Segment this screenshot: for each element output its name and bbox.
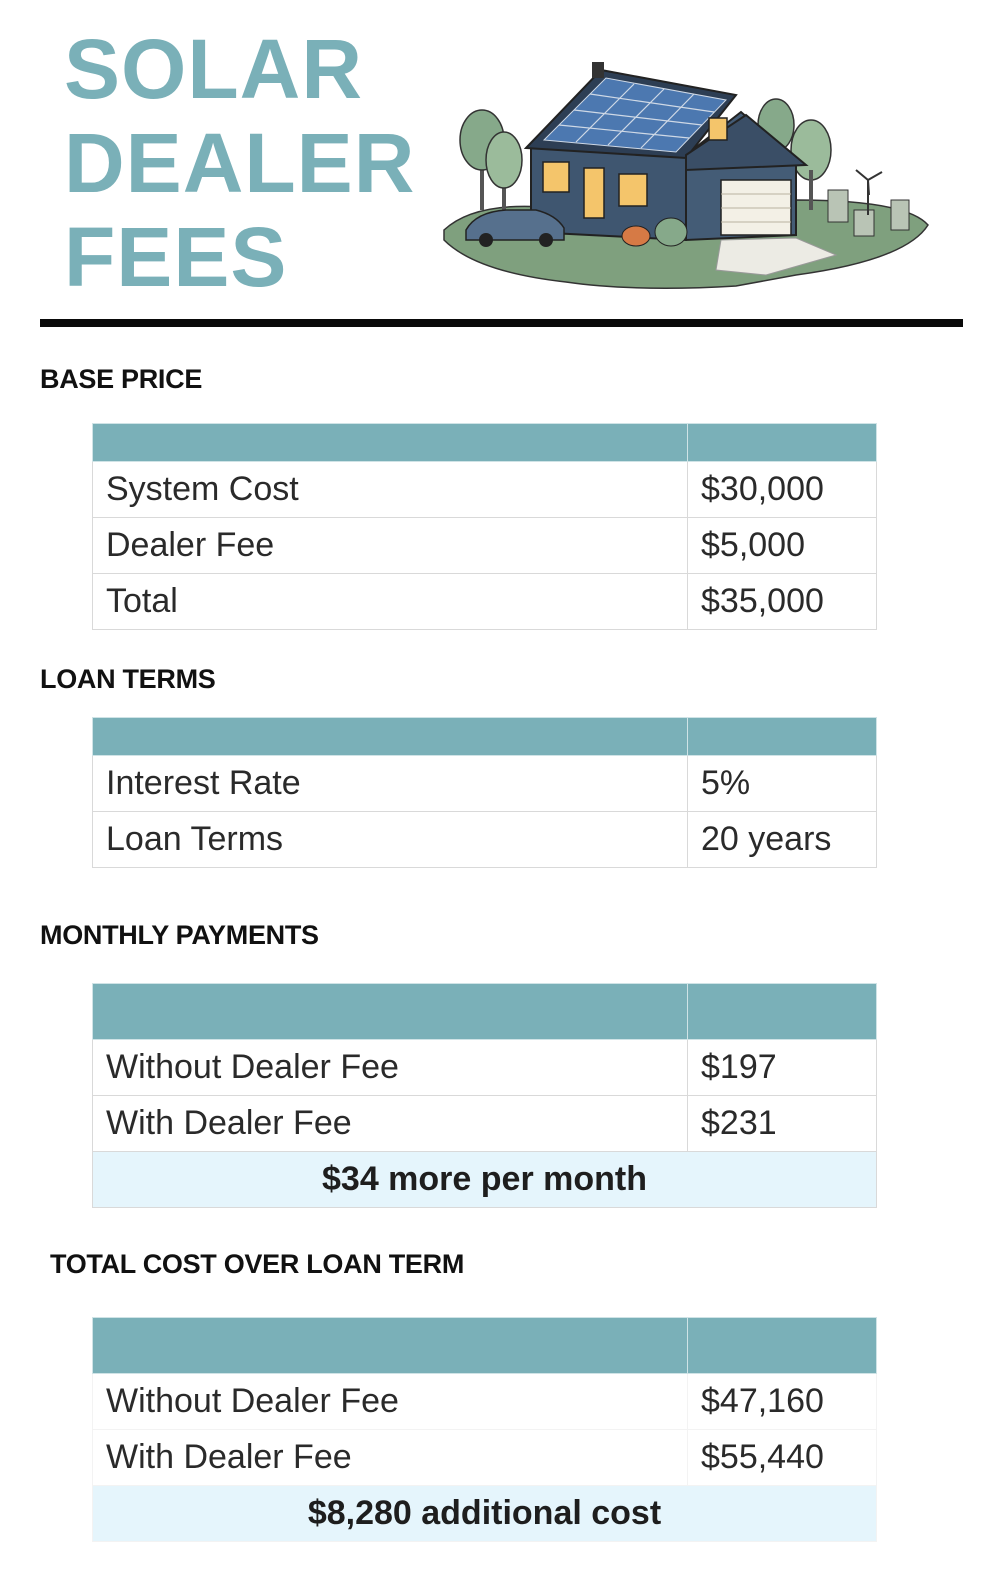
title-line-3: FEES	[64, 210, 288, 304]
table-header	[92, 983, 877, 1040]
table-header	[92, 1317, 877, 1374]
row-label: System Cost	[92, 461, 688, 518]
summary-text: $34 more per month	[92, 1151, 877, 1208]
table-row: Loan Terms 20 years	[92, 811, 877, 868]
loan-terms-table: Interest Rate 5% Loan Terms 20 years	[92, 717, 877, 868]
row-value: $55,440	[687, 1429, 877, 1486]
section-label-loan-terms: LOAN TERMS	[40, 664, 216, 694]
divider-rule	[40, 319, 963, 327]
table-header	[92, 717, 877, 756]
row-label: Without Dealer Fee	[92, 1373, 688, 1430]
monthly-payments-table: Without Dealer Fee $197 With Dealer Fee …	[92, 983, 877, 1208]
row-label: With Dealer Fee	[92, 1429, 688, 1486]
row-value: $197	[687, 1039, 877, 1096]
table-header	[92, 423, 877, 462]
table-row: With Dealer Fee $55,440	[92, 1429, 877, 1486]
summary-row: $8,280 additional cost	[92, 1485, 877, 1542]
table-row: Total $35,000	[92, 573, 877, 630]
table-row: Without Dealer Fee $197	[92, 1039, 877, 1096]
row-value: $30,000	[687, 461, 877, 518]
section-label-base-price: BASE PRICE	[40, 364, 203, 394]
title-line-2: DEALER	[64, 116, 416, 210]
title-line-1: SOLAR	[64, 22, 363, 116]
summary-row: $34 more per month	[92, 1151, 877, 1208]
row-value: $47,160	[687, 1373, 877, 1430]
base-price-table: System Cost $30,000 Dealer Fee $5,000 To…	[92, 423, 877, 630]
page-title: SOLAR DEALER FEES	[64, 22, 415, 304]
table-row: Without Dealer Fee $47,160	[92, 1373, 877, 1430]
row-value: 5%	[687, 755, 877, 812]
summary-text: $8,280 additional cost	[92, 1485, 877, 1542]
table-row: Interest Rate 5%	[92, 755, 877, 812]
row-label: With Dealer Fee	[92, 1095, 688, 1152]
row-label: Without Dealer Fee	[92, 1039, 688, 1096]
row-label: Total	[92, 573, 688, 630]
row-value: $231	[687, 1095, 877, 1152]
section-label-monthly-payments: MONTHLY PAYMENTS	[40, 920, 319, 950]
table-row: Dealer Fee $5,000	[92, 517, 877, 574]
table-row: System Cost $30,000	[92, 461, 877, 518]
row-label: Interest Rate	[92, 755, 688, 812]
solar-house-illustration	[443, 62, 929, 289]
row-label: Dealer Fee	[92, 517, 688, 574]
row-value: 20 years	[687, 811, 877, 868]
row-value: $5,000	[687, 517, 877, 574]
table-row: With Dealer Fee $231	[92, 1095, 877, 1152]
section-label-total-cost: TOTAL COST OVER LOAN TERM	[50, 1249, 465, 1279]
row-value: $35,000	[687, 573, 877, 630]
total-cost-table: Without Dealer Fee $47,160 With Dealer F…	[92, 1317, 877, 1542]
row-label: Loan Terms	[92, 811, 688, 868]
